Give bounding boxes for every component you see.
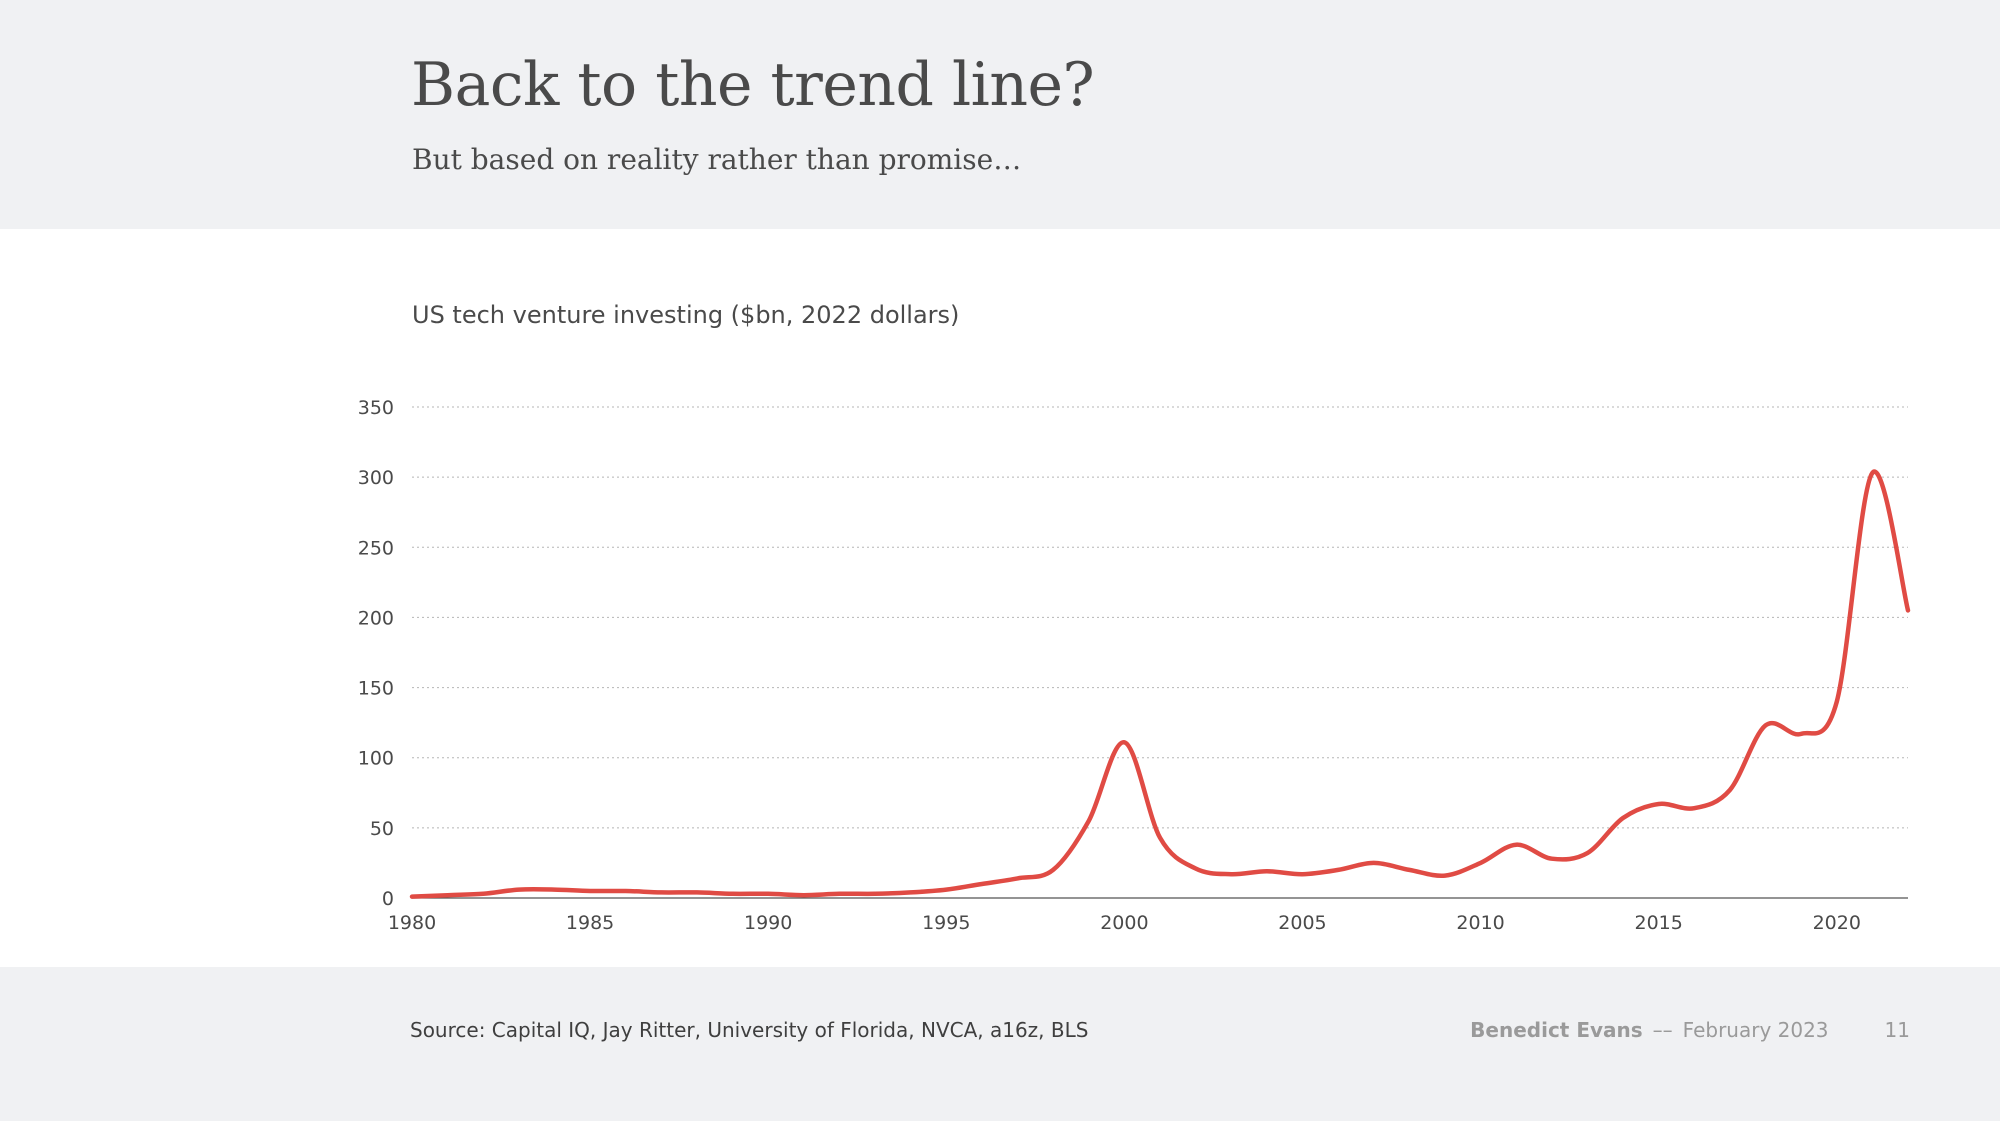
- x-tick-label-1990: 1990: [744, 912, 792, 934]
- slide-header: Back to the trend line? But based on rea…: [0, 0, 2000, 229]
- gridlines: [412, 406, 1908, 829]
- series-line-0: [409, 469, 1911, 899]
- x-tick-label-2010: 2010: [1456, 912, 1504, 934]
- slide-title: Back to the trend line?: [411, 50, 1095, 120]
- chart-panel: [0, 229, 2000, 967]
- y-tick-label-100: 100: [358, 748, 394, 770]
- credit-separator: ––: [1652, 1018, 1673, 1042]
- source-note: Source: Capital IQ, Jay Ritter, Universi…: [410, 1018, 1089, 1042]
- author-name: Benedict Evans: [1470, 1018, 1643, 1042]
- publication-date: February 2023: [1682, 1018, 1829, 1042]
- series: [409, 469, 1911, 899]
- y-tick-labels: 0 50 100 150 200 250 300 350: [358, 397, 394, 910]
- footer-credit: Benedict Evans –– February 2023 11: [1470, 1018, 1910, 1042]
- chart-title: US tech venture investing ($bn, 2022 dol…: [412, 301, 960, 329]
- x-tick-label-2000: 2000: [1100, 912, 1148, 934]
- y-tick-label-350: 350: [358, 397, 394, 419]
- x-tick-label-2015: 2015: [1634, 912, 1682, 934]
- y-tick-label-300: 300: [358, 467, 394, 489]
- y-tick-label-0: 0: [382, 888, 394, 910]
- y-tick-label-250: 250: [358, 537, 394, 559]
- x-tick-label-1995: 1995: [922, 912, 970, 934]
- x-tick-label-1985: 1985: [566, 912, 614, 934]
- x-tick-label-2020: 2020: [1813, 912, 1861, 934]
- slide-subtitle: But based on reality rather than promise…: [412, 143, 1022, 176]
- y-tick-label-50: 50: [370, 818, 394, 840]
- y-tick-label-200: 200: [358, 607, 394, 629]
- x-tick-label-1980: 1980: [388, 912, 436, 934]
- page-number: 11: [1884, 1018, 1910, 1042]
- x-tick-labels: 1980 1985 1990 1995 2000 2005 2010 2015 2020: [388, 912, 1861, 934]
- x-tick-label-2005: 2005: [1278, 912, 1326, 934]
- y-tick-label-150: 150: [358, 678, 394, 700]
